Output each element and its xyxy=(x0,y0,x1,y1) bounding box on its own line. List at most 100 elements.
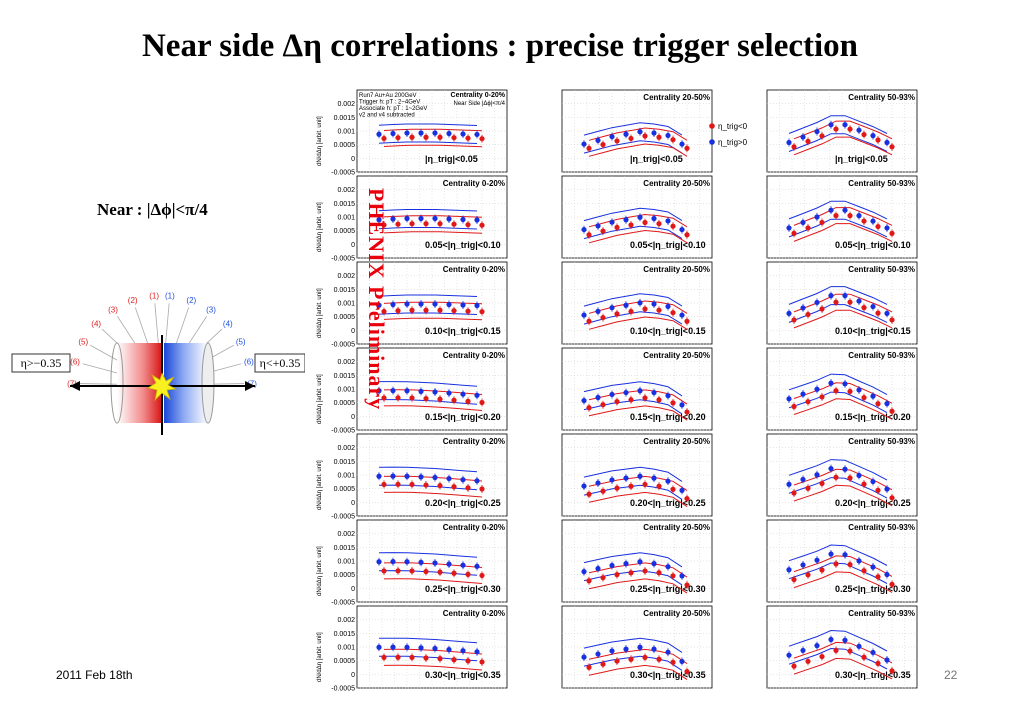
eta-bin-label: 0.25<|η_trig|<0.30 xyxy=(630,584,706,594)
ray-line xyxy=(82,363,124,376)
arrow-left-icon xyxy=(70,381,80,391)
red-ray-label: (1) xyxy=(149,291,159,300)
error-band-line xyxy=(788,218,888,238)
info-line: Run7 Au+Au 200GeV xyxy=(359,93,417,99)
error-band-line xyxy=(583,552,683,568)
ray-line xyxy=(165,303,170,346)
centrality-label: Centrality 20-50% xyxy=(643,351,710,360)
error-band-line xyxy=(588,127,688,141)
correlation-panel: 0.002 0.0015 0.001 0.0005 0 -0.0005 dN/dΔη [ar… xyxy=(317,433,508,521)
centrality-label: Centrality 0-20% xyxy=(443,265,505,274)
error-band-line xyxy=(793,571,893,593)
correlation-panel: Centrality 20-50% 0.10<|η_trig|<0.15 xyxy=(561,261,713,345)
error-band-line xyxy=(793,484,893,507)
error-band-line xyxy=(383,664,483,671)
error-band-line xyxy=(793,207,893,226)
error-band-line xyxy=(788,459,888,481)
error-band-line xyxy=(583,293,683,307)
error-band-line xyxy=(588,143,688,157)
blue-ray-label: (4) xyxy=(223,320,233,329)
info-line: Associate h: pT : 1~2GeV xyxy=(359,106,427,112)
eta-bin-label: 0.20<|η_trig|<0.25 xyxy=(425,498,501,508)
eta-bin-label: 0.30<|η_trig|<0.35 xyxy=(630,670,706,680)
correlation-panel: Centrality 50-93% |η_trig|<0.05 xyxy=(766,89,918,173)
y-tick-label: -0.0005 xyxy=(331,428,355,435)
blue-detector-half xyxy=(164,343,208,423)
centrality-label: Centrality 20-50% xyxy=(643,179,710,188)
centrality-label: Centrality 50-93% xyxy=(848,179,915,188)
y-tick-label: 0.0015 xyxy=(334,459,356,466)
correlation-panel: Centrality 50-93% 0.30<|η_trig|<0.35 xyxy=(766,605,918,689)
error-band-line xyxy=(378,141,478,144)
correlation-panel: Centrality 50-93% 0.20<|η_trig|<0.25 xyxy=(766,433,918,517)
error-band-line xyxy=(383,215,483,218)
blue-ray-label: (7) xyxy=(247,379,257,388)
blue-ray-label: (3) xyxy=(206,306,216,315)
y-axis-label: dN/dΔη [arbit. unit] xyxy=(317,632,323,682)
error-band-line xyxy=(383,231,483,234)
y-tick-label: 0.0015 xyxy=(334,287,356,294)
eta-bin-label: 0.15<|η_trig|<0.20 xyxy=(630,412,706,422)
correlation-panel: 0.002 0.0015 0.001 0.0005 0 -0.0005 dN/dΔη [ar… xyxy=(317,519,508,607)
error-band-line xyxy=(793,641,893,664)
y-axis-label: dN/dΔη [arbit. unit] xyxy=(317,546,323,596)
centrality-label: Centrality 50-93% xyxy=(848,351,915,360)
centrality-label: Centrality 50-93% xyxy=(848,609,915,618)
error-band-line xyxy=(378,399,478,405)
y-tick-label: -0.0005 xyxy=(331,514,355,521)
correlation-panel: Centrality 20-50% 0.20<|η_trig|<0.25 xyxy=(561,433,713,517)
y-tick-label: 0 xyxy=(351,586,355,593)
ray-line xyxy=(154,303,159,346)
error-band-line xyxy=(588,491,688,508)
y-tick-label: 0.0005 xyxy=(334,400,356,407)
error-band-line xyxy=(383,144,483,148)
arrow-right-icon xyxy=(245,381,255,391)
ray-line xyxy=(174,307,190,348)
info-line: v2 and v4 subtracted xyxy=(359,113,415,119)
y-tick-label: 0.0015 xyxy=(334,545,356,552)
error-band-line xyxy=(588,648,688,665)
eta-bin-label: 0.30<|η_trig|<0.35 xyxy=(425,670,501,680)
error-band-line xyxy=(583,122,683,136)
red-ray-label: (5) xyxy=(78,337,88,346)
error-band-line xyxy=(788,304,888,323)
centrality-label: Centrality 20-50% xyxy=(643,93,710,102)
y-tick-label: 0.002 xyxy=(337,445,355,452)
eta-bin-label: 0.05<|η_trig|<0.10 xyxy=(630,240,706,250)
centrality-label: Centrality 50-93% xyxy=(848,437,915,446)
error-band-line xyxy=(793,136,893,156)
legend-label: η_trig>0 xyxy=(718,138,748,147)
error-band-line xyxy=(383,301,483,305)
correlation-panel: Centrality 50-93% 0.15<|η_trig|<0.20 xyxy=(766,347,918,431)
y-tick-label: 0.0005 xyxy=(334,572,356,579)
eta-bin-label: |η_trig|<0.05 xyxy=(630,154,683,164)
y-tick-label: 0.0005 xyxy=(334,486,356,493)
y-tick-label: 0.0015 xyxy=(334,631,356,638)
info-line: Trigger h: pT : 2~4GeV xyxy=(359,100,420,106)
y-tick-label: 0.001 xyxy=(337,129,355,136)
error-band-line xyxy=(378,123,478,126)
eta-bin-label: 0.15<|η_trig|<0.20 xyxy=(835,412,911,422)
detector-diagram: (1)(2)(3)(4)(5)(6)(7)(1)(2)(3)(4)(5)(6)(… xyxy=(11,291,305,435)
y-axis-label: dN/dΔη [arbit. unit] xyxy=(317,460,323,510)
y-tick-label: 0.0015 xyxy=(334,201,356,208)
eta-bin-label: |η_trig|<0.05 xyxy=(835,154,888,164)
centrality-label: Centrality 0-20% xyxy=(451,92,506,99)
eta-bin-label: 0.10<|η_trig|<0.15 xyxy=(835,326,911,336)
y-tick-label: 0.001 xyxy=(337,473,355,480)
error-band-line xyxy=(378,227,478,230)
info-line: Near Side |Δϕ|<π/4 xyxy=(454,101,506,107)
legend-marker xyxy=(709,123,715,129)
error-band-line xyxy=(788,373,888,396)
y-axis-label: dN/dΔη [arbit. unit] xyxy=(317,288,323,338)
centrality-label: Centrality 0-20% xyxy=(443,351,505,360)
y-tick-label: 0 xyxy=(351,414,355,421)
error-band-line xyxy=(583,655,683,671)
centrality-label: Centrality 50-93% xyxy=(848,265,915,274)
y-tick-label: 0 xyxy=(351,242,355,249)
blue-ray-label: (5) xyxy=(236,337,246,346)
eta-bin-label: 0.20<|η_trig|<0.25 xyxy=(835,498,911,508)
y-tick-label: 0.0005 xyxy=(334,658,356,665)
y-axis-label: dN/dΔη [arbit. unit] xyxy=(317,116,323,166)
right-eta-label: η<+0.35 xyxy=(260,356,301,370)
